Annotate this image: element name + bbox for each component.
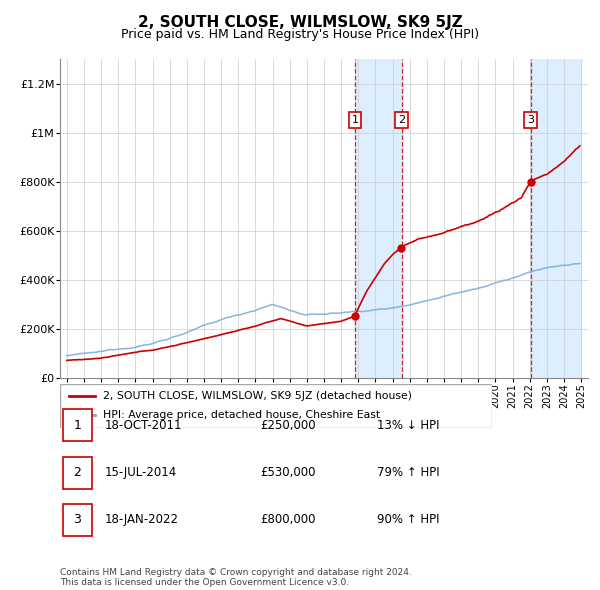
- Text: 13% ↓ HPI: 13% ↓ HPI: [377, 419, 439, 432]
- Bar: [62, 409, 92, 441]
- Bar: [530, 59, 581, 378]
- Text: Contains HM Land Registry data © Crown copyright and database right 2024.
This d: Contains HM Land Registry data © Crown c…: [60, 568, 412, 587]
- Text: £250,000: £250,000: [260, 419, 316, 432]
- Text: 79% ↑ HPI: 79% ↑ HPI: [377, 466, 439, 479]
- Text: 2, SOUTH CLOSE, WILMSLOW, SK9 5JZ (detached house): 2, SOUTH CLOSE, WILMSLOW, SK9 5JZ (detac…: [103, 391, 412, 401]
- Text: 15-JUL-2014: 15-JUL-2014: [105, 466, 177, 479]
- Text: 18-OCT-2011: 18-OCT-2011: [105, 419, 182, 432]
- Text: Price paid vs. HM Land Registry's House Price Index (HPI): Price paid vs. HM Land Registry's House …: [121, 28, 479, 41]
- Text: 2, SOUTH CLOSE, WILMSLOW, SK9 5JZ: 2, SOUTH CLOSE, WILMSLOW, SK9 5JZ: [137, 15, 463, 30]
- Text: £800,000: £800,000: [260, 513, 316, 526]
- Text: 3: 3: [527, 115, 534, 125]
- Text: 2: 2: [73, 466, 81, 479]
- Bar: [62, 457, 92, 489]
- Text: 1: 1: [73, 419, 81, 432]
- Text: 18-JAN-2022: 18-JAN-2022: [105, 513, 179, 526]
- Text: HPI: Average price, detached house, Cheshire East: HPI: Average price, detached house, Ches…: [103, 411, 380, 420]
- Text: 2: 2: [398, 115, 406, 125]
- Text: £530,000: £530,000: [260, 466, 316, 479]
- Bar: [355, 59, 402, 378]
- Text: 90% ↑ HPI: 90% ↑ HPI: [377, 513, 439, 526]
- Text: 3: 3: [73, 513, 81, 526]
- Text: 1: 1: [352, 115, 358, 125]
- Bar: [62, 504, 92, 536]
